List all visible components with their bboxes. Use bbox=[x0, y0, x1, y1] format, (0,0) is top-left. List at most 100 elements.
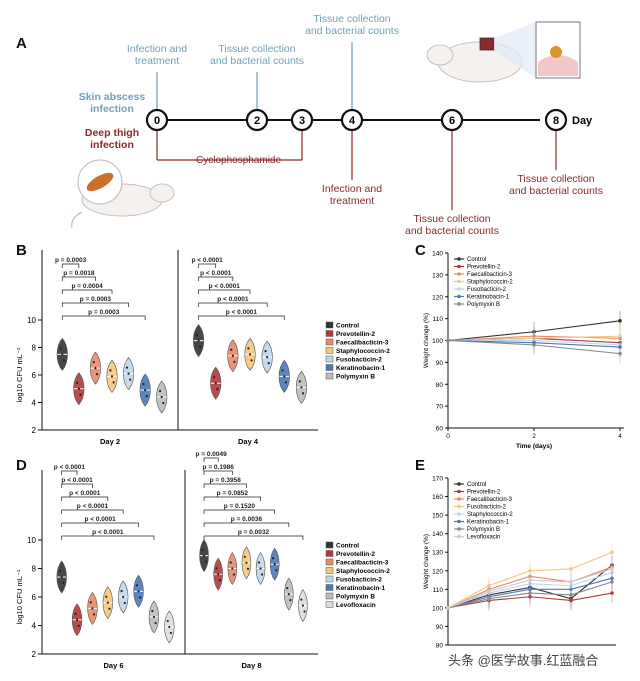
p-value-label: p < 0.0001 bbox=[69, 490, 101, 497]
panel-a-letter: A bbox=[16, 35, 27, 52]
data-point bbox=[250, 359, 253, 362]
legend-label: Fusobacticin-2 bbox=[467, 287, 507, 293]
y-tick-label: 6 bbox=[32, 371, 37, 380]
panel-d-chart: 2 4 6 8 10 log10 CFU mL⁻¹ Day 6 p < 0.0001 p < 0… bbox=[15, 451, 390, 670]
timepoint-circle-day-4 bbox=[340, 108, 364, 132]
legend-label: Polymyxin B bbox=[336, 374, 375, 381]
data-point bbox=[301, 392, 305, 395]
data-point bbox=[216, 388, 219, 391]
x-axis-label: Time (days) bbox=[516, 443, 552, 450]
series-point bbox=[610, 550, 614, 555]
significance-bracket bbox=[198, 315, 285, 320]
legend-label: Staphylococcin-2 bbox=[336, 568, 390, 575]
data-point bbox=[169, 631, 173, 635]
legend-marker bbox=[457, 497, 461, 501]
legend-label: Levofloxacin bbox=[336, 602, 376, 609]
data-point bbox=[123, 601, 126, 605]
p-value-label: p = 0.1986 bbox=[203, 464, 235, 471]
legend-label: Control bbox=[336, 543, 359, 550]
legend-marker bbox=[457, 287, 461, 291]
legend-label: Keratinobacin-1 bbox=[336, 365, 386, 372]
legend-label: Polymyxin B bbox=[336, 594, 375, 601]
legend-swatch bbox=[325, 321, 334, 329]
legend-swatch bbox=[325, 372, 334, 380]
data-point bbox=[112, 381, 115, 384]
x-tick-label: 0 bbox=[446, 433, 450, 440]
data-point bbox=[257, 561, 261, 564]
watermark-text: 头条 @医学故事.红蓝融合 bbox=[448, 653, 598, 668]
data-point bbox=[204, 560, 207, 563]
legend-swatch bbox=[325, 558, 334, 566]
data-point bbox=[275, 569, 278, 572]
y-tick-label: 90 bbox=[436, 624, 444, 631]
data-point bbox=[106, 601, 109, 604]
data-point bbox=[199, 345, 202, 348]
significance-bracket bbox=[198, 276, 234, 281]
y-tick-label: 160 bbox=[432, 494, 443, 501]
data-point bbox=[283, 375, 286, 378]
bottom-timeline-label-0: Infection and treatment bbox=[322, 183, 382, 207]
legend-swatch bbox=[325, 567, 334, 574]
data-point bbox=[122, 595, 125, 599]
y-tick-label: 100 bbox=[432, 605, 443, 612]
timepoint-circle-day-6 bbox=[440, 108, 464, 132]
significance-bracket bbox=[203, 483, 247, 488]
y-tick-label: 140 bbox=[432, 531, 443, 538]
legend-label: Faecalibacticin-3 bbox=[336, 340, 389, 347]
series-point bbox=[569, 593, 573, 597]
group-label-0: Day 2 bbox=[100, 437, 120, 446]
y-tick-label: 170 bbox=[432, 476, 443, 483]
data-point bbox=[110, 375, 114, 378]
data-point bbox=[129, 378, 132, 381]
series-point bbox=[487, 589, 491, 593]
significance-bracket bbox=[61, 263, 80, 268]
significance-bracket bbox=[203, 470, 233, 475]
thigh-mouse-illustration bbox=[71, 159, 175, 229]
legend-swatch bbox=[325, 330, 334, 337]
significance-bracket bbox=[203, 509, 276, 514]
data-point bbox=[215, 567, 218, 570]
panel-b-chart: 2 4 6 8 10 log10 CFU mL⁻¹ Day 2 p = 0.0003 p = 0… bbox=[15, 250, 390, 446]
y-tick-label: 140 bbox=[432, 251, 443, 258]
p-value-label: p < 0.0001 bbox=[61, 477, 93, 484]
data-point bbox=[77, 387, 80, 390]
skin-mouse-illustration bbox=[426, 21, 581, 83]
timepoint-label-day-6: 6 bbox=[449, 115, 455, 127]
data-point bbox=[301, 604, 305, 607]
legend-label: Fusobacticin-2 bbox=[336, 577, 382, 584]
top-timeline-label-1: Tissue collection and bacterial counts bbox=[210, 43, 304, 67]
thigh-infection-label: Deep thigh infection bbox=[85, 127, 139, 151]
y-tick-label: 10 bbox=[27, 316, 36, 325]
x-tick-label: 4 bbox=[618, 433, 622, 440]
significance-bracket bbox=[198, 302, 268, 307]
y-tick-label: 100 bbox=[432, 338, 443, 345]
data-point bbox=[231, 567, 234, 570]
legend-label: Keratinobacin-1 bbox=[467, 520, 510, 526]
y-axis-label: Weight change (%) bbox=[423, 534, 430, 589]
data-point bbox=[271, 557, 275, 560]
legend-swatch bbox=[325, 592, 334, 600]
y-tick-label: 4 bbox=[32, 399, 37, 408]
series-point bbox=[610, 567, 614, 571]
data-point bbox=[139, 596, 142, 599]
data-point bbox=[266, 356, 269, 359]
legend-label: Prevotellin-2 bbox=[336, 551, 375, 558]
legend-label: Polymyxin B bbox=[467, 527, 500, 533]
timepoint-circle-day-0 bbox=[145, 108, 169, 132]
significance-bracket bbox=[198, 289, 251, 294]
data-point bbox=[62, 581, 65, 585]
p-value-label: p = 0.1520 bbox=[224, 503, 256, 510]
y-axis-label: log10 CFU mL⁻¹ bbox=[15, 569, 24, 624]
y-tick-label: 70 bbox=[436, 404, 444, 411]
y-tick-label: 60 bbox=[436, 426, 444, 433]
data-point bbox=[197, 339, 200, 342]
legend-swatch bbox=[325, 584, 334, 591]
panel-b-letter: B bbox=[16, 242, 27, 259]
data-point bbox=[137, 590, 140, 593]
p-value-label: p < 0.0001 bbox=[54, 464, 86, 471]
p-value-label: p < 0.0001 bbox=[209, 283, 241, 290]
data-point bbox=[245, 561, 248, 564]
y-tick-label: 8 bbox=[32, 565, 37, 574]
legend-label: Fusobacticin-2 bbox=[467, 505, 507, 511]
y-tick-label: 120 bbox=[432, 568, 443, 575]
